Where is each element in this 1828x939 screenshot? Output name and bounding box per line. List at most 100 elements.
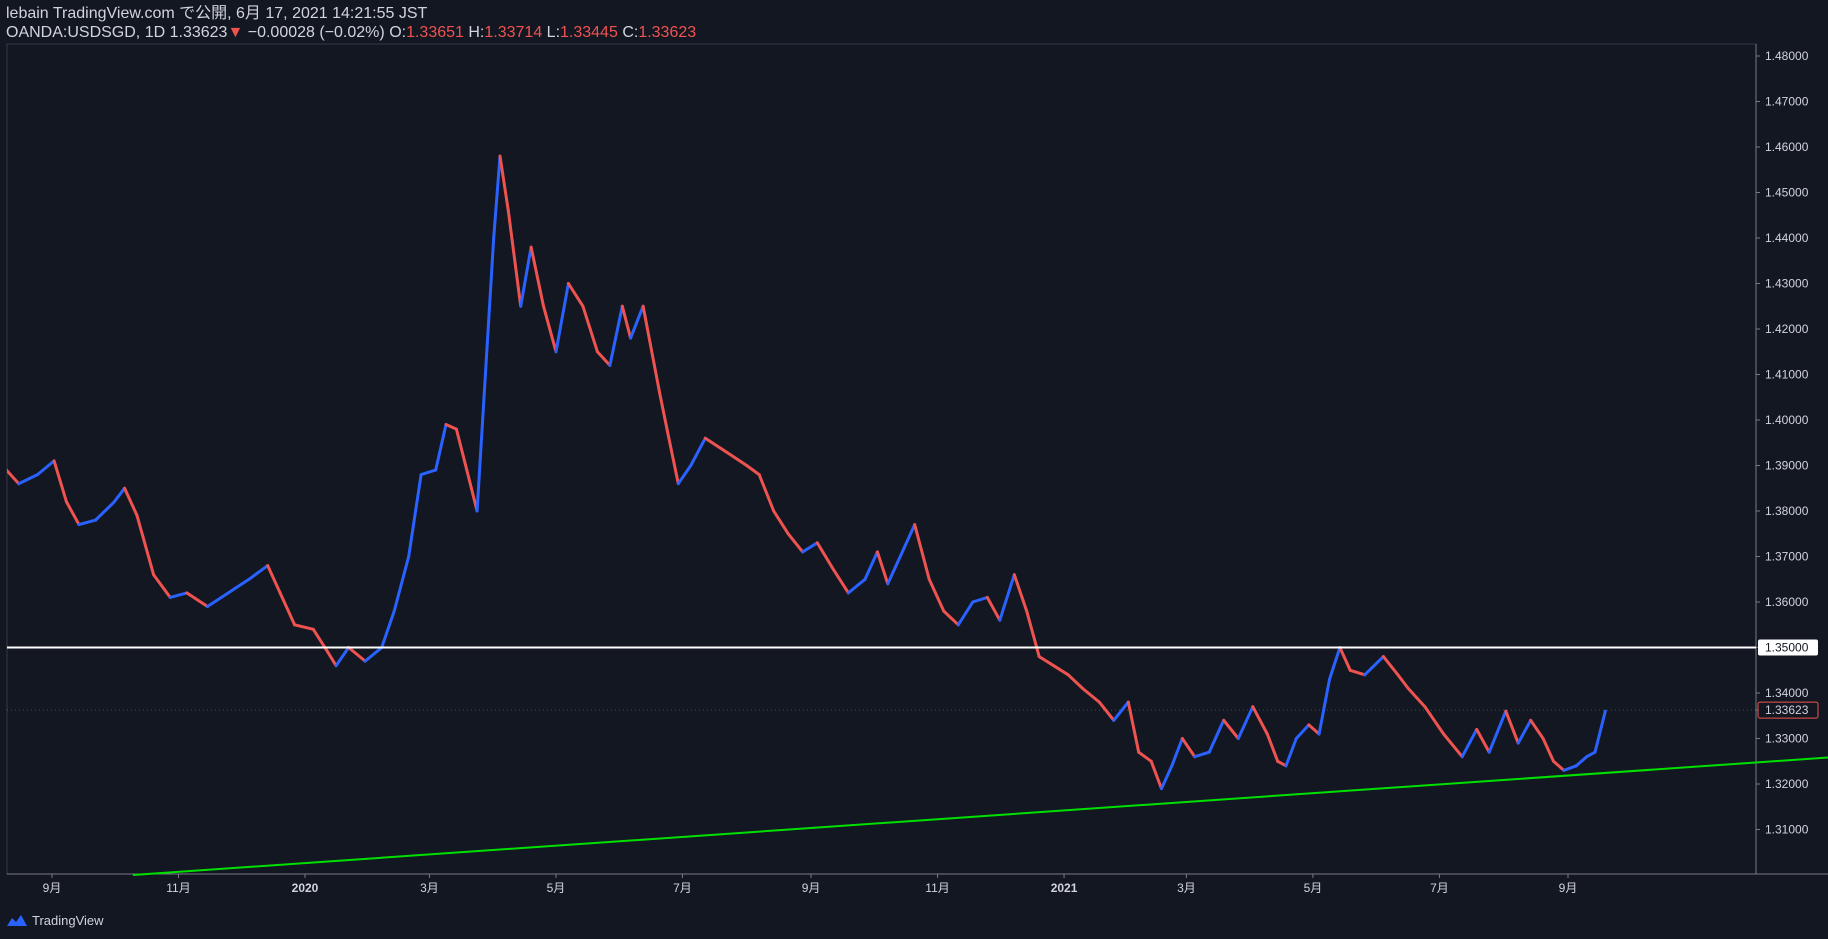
price-segment [745, 464, 761, 477]
price-segment [566, 282, 585, 308]
price-segment [326, 650, 338, 668]
price-segment [363, 646, 384, 663]
x-tick-label: 2020 [292, 881, 319, 895]
price-segment [902, 523, 917, 549]
price-segment [757, 473, 776, 513]
price-segment [1294, 723, 1311, 740]
price-segment [1012, 573, 1029, 613]
price-segment [278, 591, 297, 627]
y-tick-label: 1.36000 [1765, 595, 1809, 609]
low-value: 1.33445 [560, 24, 618, 41]
ohlc-line: OANDA:USDSGD, 1D 1.33623▼ −0.00028 (−0.0… [6, 23, 696, 42]
support-trend-line[interactable] [132, 754, 1828, 876]
price-segment [1265, 732, 1280, 763]
price-segment [658, 391, 670, 436]
price-segment [94, 500, 116, 522]
y-tick-label: 1.35000 [1765, 641, 1809, 655]
y-tick-label: 1.33000 [1765, 732, 1809, 746]
price-segment [1251, 705, 1269, 736]
price-segment [1236, 705, 1255, 740]
price-segment [1317, 677, 1331, 736]
chart-header: lebain TradingView.com で公開, 6月 17, 2021 … [6, 4, 696, 42]
x-tick-label: 5月 [547, 881, 566, 895]
footer: TradingView [6, 910, 104, 930]
price-segment [666, 432, 680, 486]
price-segment [454, 427, 469, 472]
y-tick-label: 1.34000 [1765, 686, 1809, 700]
open-label: O: [389, 24, 407, 41]
price-segment [581, 304, 599, 354]
price-segment [703, 436, 728, 454]
x-tick-label: 2021 [1051, 881, 1078, 895]
price-segment [17, 473, 39, 486]
brand-label[interactable]: TradingView [32, 912, 104, 928]
y-tick-label: 1.44000 [1765, 231, 1809, 245]
price-segment [1052, 664, 1070, 677]
price-segment [786, 532, 805, 554]
price-segment [1222, 718, 1240, 740]
last-price: 1.33623 [169, 24, 228, 41]
price-segment [998, 573, 1016, 622]
plot-area[interactable] [6, 43, 1757, 875]
y-tick-label: 1.42000 [1765, 322, 1809, 336]
price-segment [942, 609, 960, 627]
x-tick-label: 9月 [43, 881, 62, 895]
price-segment [1423, 705, 1446, 736]
price-segment [1025, 609, 1041, 659]
price-segment [629, 304, 645, 340]
price-segment [1487, 709, 1508, 754]
price-segment [112, 486, 127, 504]
price-segment [392, 555, 411, 613]
price-segment [542, 304, 558, 354]
price-segment [801, 541, 819, 554]
price-segment [971, 595, 989, 604]
price-segment [1552, 759, 1566, 772]
x-tick-label: 5月 [1304, 881, 1323, 895]
price-segment [1562, 764, 1578, 772]
price-segment [875, 550, 890, 586]
price-segment [347, 646, 367, 663]
y-tick-label: 1.48000 [1765, 49, 1809, 63]
price-segment [1328, 646, 1342, 681]
price-segment [1081, 687, 1101, 704]
price-segment [1363, 655, 1385, 677]
price-segment [492, 154, 502, 240]
x-tick-label: 9月 [1559, 881, 1578, 895]
price-segment [1406, 687, 1427, 709]
price-segment [985, 595, 1002, 622]
price-segment [123, 486, 139, 517]
price-segment [475, 373, 487, 513]
price-segment [956, 600, 975, 627]
price-segment [1381, 655, 1400, 677]
price-segment [1126, 700, 1141, 754]
price-segment [529, 245, 545, 308]
price-segment [1460, 727, 1479, 759]
price-segment [498, 154, 510, 213]
price-segment [36, 459, 56, 477]
price-segment [465, 468, 479, 513]
price-segment [444, 423, 458, 431]
y-tick-label: 1.33623 [1765, 703, 1809, 717]
price-segment [1276, 759, 1288, 768]
price-segment [247, 564, 270, 581]
price-segment [434, 423, 448, 472]
price-segment [293, 623, 315, 631]
tradingview-logo-icon[interactable] [6, 913, 28, 927]
price-segment [863, 550, 879, 581]
close-value: 1.33623 [638, 24, 697, 41]
price-segment [832, 568, 850, 595]
price-segment [1574, 755, 1589, 768]
price-segment [7, 468, 8, 473]
price-segment [1348, 668, 1367, 677]
price-segment [1112, 700, 1130, 722]
price-segment [641, 304, 662, 395]
price-segment [65, 500, 81, 527]
price-segment [226, 577, 251, 595]
price-segment [1180, 737, 1197, 759]
y-tick-label: 1.32000 [1765, 777, 1809, 791]
price-segment [724, 450, 749, 467]
publish-info: lebain TradingView.com で公開, 6月 17, 2021 … [6, 5, 428, 22]
price-segment [1097, 700, 1116, 722]
symbol-label[interactable]: OANDA:USDSGD, 1D [6, 24, 166, 41]
